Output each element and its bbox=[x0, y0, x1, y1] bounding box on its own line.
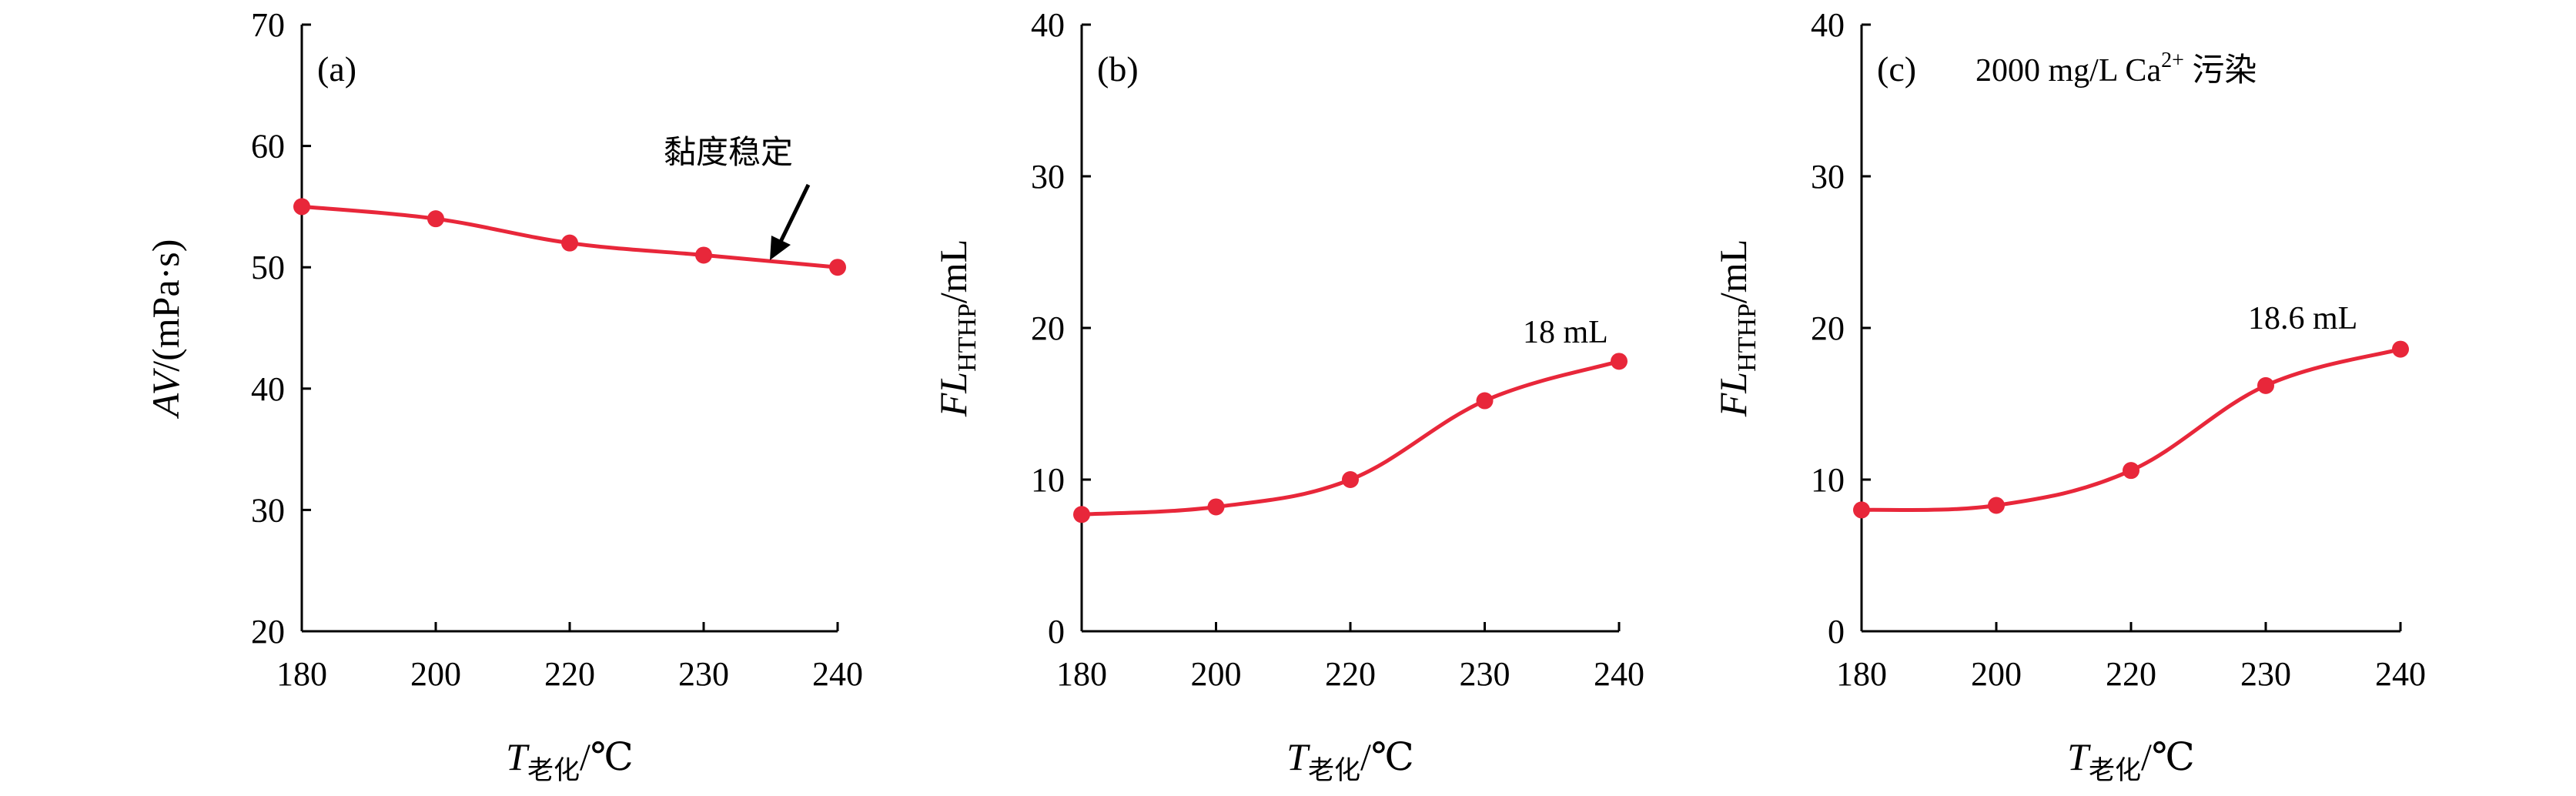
x-axis-label: T老化/℃ bbox=[506, 735, 634, 785]
y-tick-label: 40 bbox=[1811, 6, 1845, 44]
x-ticks: 180 200 220 230 240 bbox=[1836, 622, 2426, 693]
y-tick-label: 10 bbox=[1031, 461, 1065, 499]
x-tick-label: 230 bbox=[2240, 655, 2291, 693]
data-point bbox=[1476, 392, 1494, 410]
y-axis-label: FLHTHP/mL bbox=[932, 239, 982, 417]
y-tick-label: 20 bbox=[251, 613, 285, 651]
panel-label: (c) bbox=[1877, 49, 1916, 89]
x-tick-label: 200 bbox=[1971, 655, 2022, 693]
y-tick-label: 30 bbox=[1031, 158, 1065, 196]
x-tick-label: 230 bbox=[1460, 655, 1510, 693]
panel-label: (b) bbox=[1097, 49, 1139, 89]
annotation-label: 黏度稳定 bbox=[664, 135, 793, 171]
y-tick-label: 20 bbox=[1031, 309, 1065, 347]
data-points bbox=[293, 198, 846, 276]
data-point bbox=[1207, 498, 1225, 516]
y-tick-label: 30 bbox=[1811, 158, 1845, 196]
y-ticks: 0 10 20 30 40 bbox=[1031, 6, 1091, 651]
x-axis-label: T老化/℃ bbox=[1286, 735, 1414, 785]
x-tick-label: 180 bbox=[1056, 655, 1107, 693]
x-tick-label: 200 bbox=[410, 655, 461, 693]
data-point bbox=[2123, 462, 2139, 480]
y-tick-label: 0 bbox=[1048, 613, 1065, 651]
x-ticks: 180 200 220 230 240 bbox=[1056, 622, 1644, 693]
y-ticks: 20 30 40 50 60 70 bbox=[251, 6, 311, 651]
data-point bbox=[1611, 353, 1628, 370]
y-axis-label: AV/(mPa·s) bbox=[144, 239, 187, 420]
data-point bbox=[561, 234, 578, 252]
x-tick-label: 240 bbox=[1594, 655, 1644, 693]
x-tick-label: 220 bbox=[1325, 655, 1376, 693]
x-tick-label: 240 bbox=[812, 655, 863, 693]
series-line bbox=[1861, 347, 2401, 513]
annotation-arrow bbox=[770, 183, 811, 260]
x-tick-label: 230 bbox=[678, 655, 729, 693]
panel-label: (a) bbox=[317, 49, 356, 89]
x-tick-label: 200 bbox=[1191, 655, 1242, 693]
x-axis-label: T老化/℃ bbox=[2067, 735, 2195, 785]
annotation-label: 18 mL bbox=[1523, 315, 1608, 350]
chart-panel-c: 0 10 20 30 40 180 200 220 230 240 (c) 2000 mg/L … bbox=[1711, 6, 2426, 785]
x-tick-label: 180 bbox=[1836, 655, 1887, 693]
x-tick-label: 220 bbox=[2106, 655, 2156, 693]
data-point bbox=[1853, 501, 1870, 519]
data-point bbox=[1988, 497, 2005, 514]
panel-subtitle: 2000 mg/L Ca2+ 污染 bbox=[1975, 48, 2257, 89]
data-point bbox=[1342, 471, 1359, 488]
data-points bbox=[1073, 353, 1628, 523]
y-tick-label: 0 bbox=[1828, 613, 1845, 651]
y-tick-label: 20 bbox=[1811, 309, 1845, 347]
y-tick-label: 70 bbox=[251, 6, 285, 44]
data-point bbox=[293, 198, 310, 216]
y-tick-label: 30 bbox=[251, 491, 285, 529]
data-point bbox=[2392, 340, 2409, 358]
y-tick-label: 40 bbox=[251, 370, 285, 408]
y-axis-label: FLHTHP/mL bbox=[1711, 239, 1761, 417]
x-tick-label: 240 bbox=[2375, 655, 2426, 693]
data-point bbox=[829, 259, 846, 276]
annotation-label: 18.6 mL bbox=[2248, 301, 2357, 336]
x-tick-label: 180 bbox=[276, 655, 327, 693]
data-point bbox=[2257, 376, 2274, 394]
data-point bbox=[1073, 506, 1090, 523]
y-tick-label: 50 bbox=[251, 249, 285, 286]
y-tick-label: 10 bbox=[1811, 461, 1845, 499]
series-line bbox=[1081, 359, 1620, 517]
data-point bbox=[695, 246, 712, 264]
chart-panel-a: 20 30 40 50 60 70 180 200 220 230 240 (a) 黏度稳定 AV… bbox=[144, 6, 863, 785]
y-tick-label: 60 bbox=[251, 128, 285, 166]
x-tick-label: 220 bbox=[544, 655, 595, 693]
x-ticks: 180 200 220 230 240 bbox=[276, 622, 863, 693]
y-tick-label: 40 bbox=[1031, 6, 1065, 44]
y-ticks: 0 10 20 30 40 bbox=[1811, 6, 1871, 651]
data-point bbox=[427, 210, 444, 228]
chart-panel-b: 0 10 20 30 40 180 200 220 230 240 (b) 18 mL FLHT… bbox=[932, 6, 1644, 785]
data-points bbox=[1853, 340, 2409, 519]
